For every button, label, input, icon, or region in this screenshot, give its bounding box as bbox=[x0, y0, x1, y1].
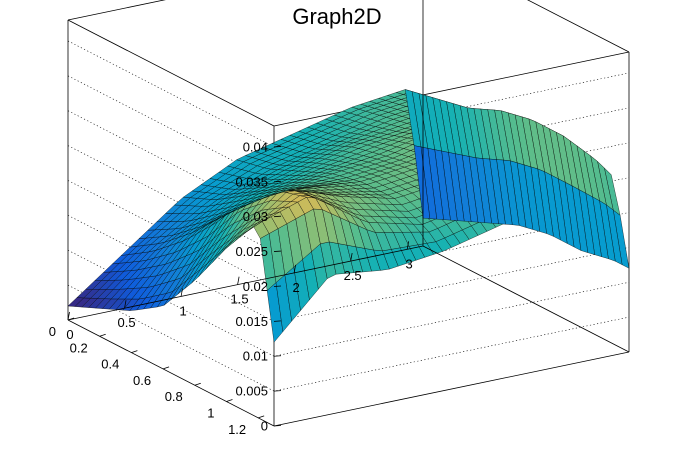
x-tick-mark bbox=[237, 276, 240, 285]
x-tick-mark bbox=[350, 253, 353, 262]
box-edge-front-top bbox=[67, 0, 166, 21]
surface-mesh bbox=[67, 89, 630, 343]
y-tick-label: 0.2 bbox=[70, 340, 88, 355]
y-tick-label: 0.6 bbox=[133, 373, 151, 388]
axis-ticks: 00.0050.010.0150.020.0250.030.0350.0400.… bbox=[49, 139, 413, 436]
z-tick-mark bbox=[273, 250, 282, 252]
x-tick-label: 2.5 bbox=[344, 268, 362, 283]
x-tick-mark bbox=[67, 311, 70, 321]
box-edge-front-floor bbox=[67, 245, 424, 321]
y-tick-label: 1 bbox=[207, 406, 214, 421]
x-tick-mark bbox=[293, 264, 297, 273]
z-tick-mark bbox=[273, 146, 282, 148]
z-tick-mark bbox=[273, 320, 282, 322]
y-tick-mark bbox=[194, 382, 201, 386]
y-tick-label: 0 bbox=[49, 324, 56, 339]
x-tick-label: 1 bbox=[179, 303, 186, 318]
z-tick-mark bbox=[273, 285, 282, 287]
x-tick-mark bbox=[180, 288, 183, 297]
axis-box-back bbox=[67, 19, 630, 427]
y-tick-mark bbox=[131, 350, 138, 353]
z-tick-label: 0.005 bbox=[235, 384, 268, 399]
x-tick-label: 0 bbox=[66, 327, 73, 342]
z-tick-label: 0.01 bbox=[243, 349, 268, 364]
x-tick-mark bbox=[124, 300, 127, 309]
x-tick-label: 2 bbox=[292, 280, 299, 295]
x-tick-label: 3 bbox=[406, 256, 413, 271]
x-tick-label: 1.5 bbox=[231, 292, 249, 307]
y-tick-mark bbox=[162, 366, 170, 370]
y-tick-mark bbox=[67, 317, 75, 321]
z-tick-mark bbox=[273, 390, 282, 392]
box-edge-back-top bbox=[273, 51, 630, 127]
box-edge-right-floor bbox=[422, 245, 630, 353]
box-edge-left-floor bbox=[67, 319, 275, 427]
chart-title: Graph2D bbox=[292, 4, 381, 29]
z-tick-label: 0.025 bbox=[235, 244, 268, 259]
box-edge-back-floor bbox=[273, 351, 630, 427]
y-tick-mark bbox=[258, 415, 265, 419]
z-tick-mark bbox=[273, 425, 282, 427]
axis-box-front bbox=[67, 0, 630, 353]
surface-cell bbox=[413, 145, 431, 219]
z-tick-mark bbox=[273, 180, 282, 183]
y-tick-label: 0.4 bbox=[101, 357, 119, 372]
z-tick-mark bbox=[273, 355, 282, 357]
y-tick-label: 0.8 bbox=[165, 389, 183, 404]
z-tick-label: 0 bbox=[261, 419, 268, 434]
z-tick-label: 0.03 bbox=[243, 209, 268, 224]
y-tick-mark bbox=[99, 333, 106, 337]
z-tick-label: 0.035 bbox=[235, 174, 268, 189]
z-tick-label: 0.02 bbox=[243, 279, 268, 294]
z-tick-mark bbox=[273, 215, 282, 218]
box-edge-left-top bbox=[67, 19, 275, 127]
y-tick-label: 1.2 bbox=[228, 422, 246, 437]
y-tick-mark bbox=[226, 399, 233, 402]
x-tick-mark bbox=[406, 241, 410, 250]
box-edge-right-top bbox=[527, 0, 630, 53]
x-tick-label: 0.5 bbox=[117, 315, 135, 330]
z-tick-label: 0.015 bbox=[235, 314, 268, 329]
z-tick-label: 0.04 bbox=[243, 139, 268, 154]
